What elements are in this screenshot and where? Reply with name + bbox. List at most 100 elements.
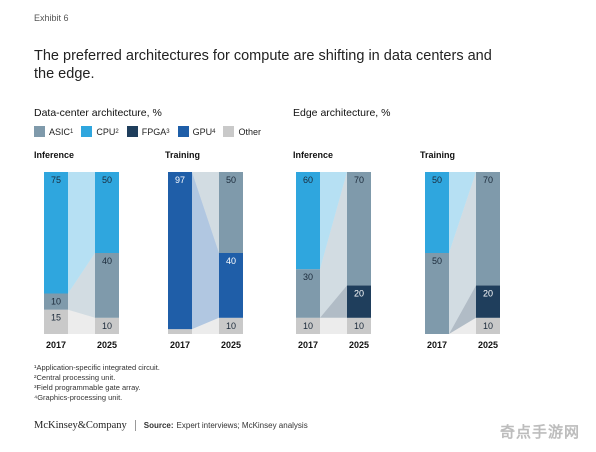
- panel-title-edge-training: Training: [420, 150, 456, 160]
- x-tick-label: 2017: [427, 340, 447, 350]
- data-label: 10: [226, 321, 236, 331]
- bar-segment-asic: [296, 269, 320, 318]
- data-label: 10: [354, 321, 364, 331]
- data-label: 60: [303, 175, 313, 185]
- bar-segment-other: [476, 317, 500, 334]
- bar-segment-other: [44, 309, 68, 334]
- connector-band-asic: [68, 253, 95, 318]
- x-tick-label: 2025: [349, 340, 369, 350]
- data-label: 40: [102, 256, 112, 266]
- data-label: 50: [432, 175, 442, 185]
- bar-segment-gpu: [168, 172, 192, 330]
- legend-swatch-asic: [34, 126, 45, 137]
- data-label: 50: [432, 256, 442, 266]
- bar-segment-asic: [44, 293, 68, 310]
- legend-sup-cpu: 2: [115, 128, 119, 135]
- connector-band-asic: [449, 172, 476, 334]
- legend-label-gpu: GPU: [192, 126, 213, 137]
- data-label: 50: [226, 175, 236, 185]
- legend-item-asic: ASIC 1: [34, 126, 73, 137]
- footer: McKinsey&Company Source: Expert intervie…: [34, 420, 308, 431]
- connector-band-asic: [192, 172, 219, 253]
- data-label: 10: [102, 321, 112, 331]
- watermark: 奇点手游网: [499, 424, 580, 441]
- legend-swatch-fpga: [126, 126, 138, 137]
- legend-sup-fpga: 3: [166, 128, 170, 135]
- source-text: Expert interviews; McKinsey analysis: [176, 421, 308, 430]
- footnote-gpu: ⁴Graphics-processing unit.: [34, 393, 123, 402]
- footer-divider: [134, 420, 136, 431]
- bar-segment-other: [296, 317, 320, 334]
- data-label: 70: [483, 175, 493, 185]
- bar-segment-cpu: [296, 172, 320, 270]
- exhibit-label: Exhibit 6: [34, 13, 69, 23]
- bar-segment-other: [95, 317, 119, 334]
- bar-segment-asic: [95, 253, 119, 318]
- bar-segment-asic: [476, 172, 500, 286]
- legend-sup-asic: 1: [70, 128, 74, 135]
- x-tick-label: 2025: [478, 340, 498, 350]
- legend-item-cpu: CPU 2: [81, 126, 119, 137]
- legend-sup-gpu: 4: [212, 128, 216, 135]
- bar-segment-fpga: [476, 285, 500, 318]
- bar-segment-other: [219, 317, 243, 334]
- connector-band-other: [320, 317, 347, 334]
- legend: ASIC 1 CPU 2 FPGA 3 GPU 4 Other: [34, 126, 269, 137]
- connector-band-cpu: [449, 172, 476, 253]
- source-label: Source:: [143, 421, 174, 430]
- x-tick-label: 2017: [298, 340, 318, 350]
- connector-band-other: [68, 309, 95, 334]
- connector-band-other: [192, 317, 219, 334]
- bar-segment-asic: [425, 253, 449, 334]
- chart-title: The preferred architectures for compute …: [34, 48, 492, 82]
- data-label: 20: [483, 288, 493, 298]
- legend-swatch-cpu: [81, 126, 93, 137]
- bar-segment-other: [347, 317, 371, 334]
- footnotes: ¹Application-specific integrated circuit…: [34, 363, 160, 403]
- bar-segment-cpu: [44, 172, 68, 294]
- panel-title-dc-training: Training: [165, 150, 201, 160]
- data-label: 97: [175, 175, 185, 185]
- data-label: 50: [102, 175, 112, 185]
- connector-band-cpu: [68, 172, 95, 294]
- connector-band-fpga: [320, 285, 347, 318]
- legend-swatch-gpu: [177, 126, 189, 137]
- legend-label-fpga: FPGA: [141, 126, 167, 137]
- bar-segment-asic: [219, 172, 243, 253]
- mckinsey-logo: McKinsey&Company: [34, 420, 127, 431]
- panel-title-edge-inference: Inference: [293, 150, 334, 160]
- footnote-cpu: ²Central processing unit.: [34, 373, 116, 382]
- connector-band-other: [449, 317, 476, 334]
- data-label: 10: [51, 297, 61, 307]
- legend-label-cpu: CPU: [96, 126, 116, 137]
- bar-segment-cpu: [425, 172, 449, 253]
- datacenter-section-title: Data-center architecture, %: [34, 107, 162, 119]
- footnote-asic: ¹Application-specific integrated circuit…: [34, 363, 160, 372]
- legend-item-other: Other: [223, 126, 261, 137]
- legend-label-other: Other: [238, 126, 261, 137]
- data-label: 70: [354, 175, 364, 185]
- bar-segment-gpu: [219, 253, 243, 318]
- legend-item-gpu: GPU 4: [177, 126, 216, 137]
- edge-section-title: Edge architecture, %: [293, 107, 391, 119]
- bar-segment-other: [168, 329, 192, 334]
- connector-band-asic: [320, 172, 347, 318]
- data-label: 10: [483, 321, 493, 331]
- data-label: 20: [354, 288, 364, 298]
- data-label: 40: [226, 256, 236, 266]
- x-tick-label: 2025: [221, 340, 241, 350]
- panel-title-dc-inference: Inference: [34, 150, 75, 160]
- x-tick-label: 2017: [46, 340, 66, 350]
- connector-band-cpu: [320, 172, 347, 270]
- data-label: 10: [303, 321, 313, 331]
- legend-label-asic: ASIC: [49, 126, 71, 137]
- data-label: 15: [51, 313, 61, 323]
- bar-segment-asic: [347, 172, 371, 286]
- x-tick-label: 2017: [170, 340, 190, 350]
- connector-band-fpga: [449, 285, 476, 334]
- footnote-fpga: ³Field programmable gate array.: [34, 383, 141, 392]
- data-label: 30: [303, 272, 313, 282]
- legend-item-fpga: FPGA 3: [126, 126, 170, 137]
- legend-swatch-other: [223, 126, 235, 137]
